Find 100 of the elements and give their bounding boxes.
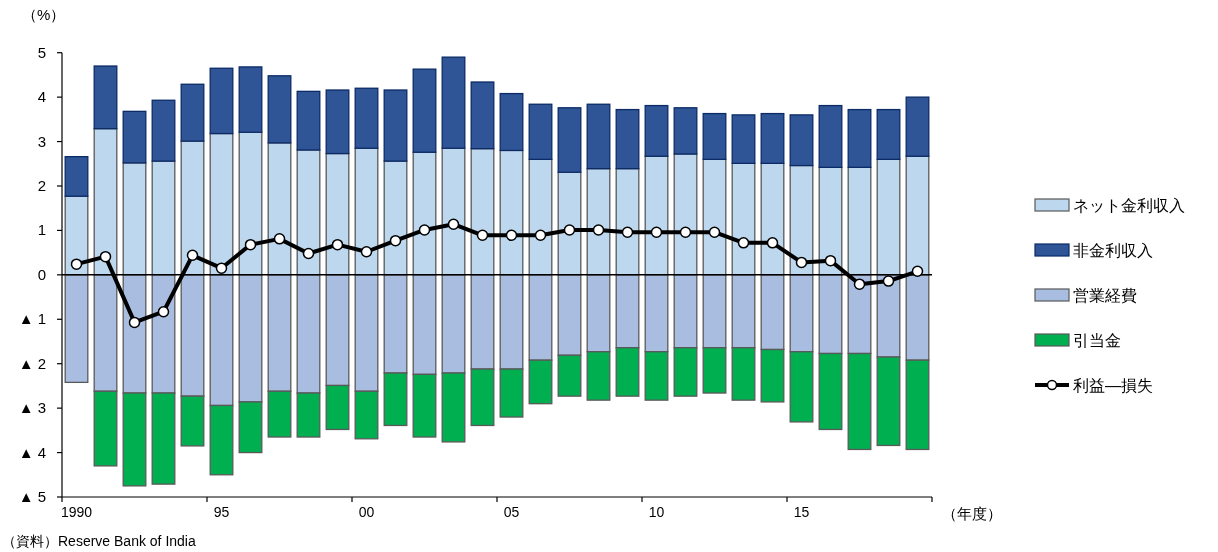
- point: [389, 234, 402, 247]
- point: [621, 226, 634, 238]
- point: [650, 226, 663, 238]
- bar: [64, 195, 89, 276]
- point: [447, 218, 460, 230]
- point: [563, 224, 576, 236]
- point: [360, 246, 373, 258]
- bar: [557, 107, 582, 173]
- bar: [470, 148, 495, 276]
- y-tick-label: 3: [37, 132, 46, 150]
- point: [302, 247, 315, 260]
- bar: [673, 153, 698, 276]
- bar: [412, 151, 437, 276]
- bar: [93, 128, 118, 276]
- bar: [847, 108, 872, 168]
- x-tick-label: 10: [648, 504, 665, 520]
- bar: [180, 140, 205, 276]
- y-axis-title: （%）: [22, 6, 66, 23]
- point: [128, 316, 141, 329]
- bar: [267, 75, 292, 144]
- bar: [905, 155, 930, 276]
- point: [708, 226, 721, 238]
- legend-label: 営業経費: [1073, 287, 1137, 304]
- bar: [354, 87, 379, 149]
- bar: [789, 164, 814, 276]
- bar: [64, 156, 89, 197]
- point: [157, 305, 170, 318]
- y-tick-label: 1: [37, 221, 46, 239]
- bar: [818, 166, 843, 276]
- point: [99, 250, 112, 263]
- x-axis-title: （年度）: [942, 505, 1002, 522]
- point: [244, 238, 257, 251]
- bar: [673, 107, 698, 155]
- y-tick-label: ▲ 4: [18, 443, 46, 461]
- bar: [151, 99, 176, 162]
- y-tick-label: ▲ 3: [18, 399, 46, 417]
- legend-item: 営業経費: [1034, 287, 1137, 304]
- bar: [731, 114, 756, 164]
- point: [273, 233, 286, 245]
- bar: [644, 155, 669, 276]
- y-tick-label: 5: [37, 43, 46, 61]
- bar: [441, 56, 466, 149]
- bar: [238, 66, 263, 133]
- bar: [209, 67, 234, 135]
- bar: [470, 81, 495, 150]
- legend-item: 引当金: [1034, 332, 1121, 349]
- bar: [847, 166, 872, 276]
- bar: [615, 168, 640, 276]
- bar: [499, 92, 524, 152]
- bar: [296, 90, 321, 151]
- bar: [64, 274, 89, 384]
- point: [766, 237, 779, 249]
- bar: [760, 112, 785, 164]
- bar: [702, 158, 727, 276]
- point: [186, 249, 199, 262]
- bar: [644, 104, 669, 157]
- y-tick-label: ▲ 5: [18, 488, 46, 505]
- bar: [615, 108, 640, 170]
- y-tick-label: ▲ 2: [18, 354, 46, 372]
- bar: [876, 108, 901, 160]
- x-tick-label: 15: [793, 504, 810, 520]
- y-tick-label: 4: [37, 88, 46, 106]
- point: [882, 275, 895, 287]
- bar: [702, 112, 727, 160]
- y-tick-label: 0: [37, 265, 46, 283]
- bar: [325, 89, 350, 155]
- x-tick-label: 00: [358, 504, 375, 520]
- bar: [499, 149, 524, 276]
- bar: [789, 114, 814, 167]
- point: [505, 229, 518, 242]
- bar: [412, 68, 437, 153]
- legend-label: 非金利収入: [1073, 242, 1153, 259]
- legend-label: 利益―損失: [1073, 377, 1153, 394]
- bar: [528, 158, 553, 276]
- bar: [238, 131, 263, 276]
- bar: [557, 171, 582, 276]
- point: [331, 238, 344, 251]
- bar: [354, 147, 379, 276]
- bar: [528, 103, 553, 160]
- bar: [383, 160, 408, 276]
- bar: [93, 65, 118, 130]
- point: [534, 229, 547, 242]
- point: [911, 265, 924, 278]
- bar: [383, 89, 408, 162]
- point: [824, 254, 837, 267]
- bar: [325, 152, 350, 276]
- bar: [586, 168, 611, 276]
- text: （資料）Reserve Bank of India: [2, 533, 196, 549]
- point: [476, 229, 489, 242]
- x-tick-label: 95: [213, 504, 230, 520]
- bar: [731, 162, 756, 276]
- point: [70, 258, 83, 270]
- bar: [818, 104, 843, 168]
- bar: [905, 96, 930, 157]
- bar: [180, 83, 205, 142]
- bar: [296, 149, 321, 276]
- bar: [441, 147, 466, 276]
- bar: [760, 162, 785, 276]
- bar: [122, 110, 147, 164]
- legend-item: 非金利収入: [1034, 242, 1153, 259]
